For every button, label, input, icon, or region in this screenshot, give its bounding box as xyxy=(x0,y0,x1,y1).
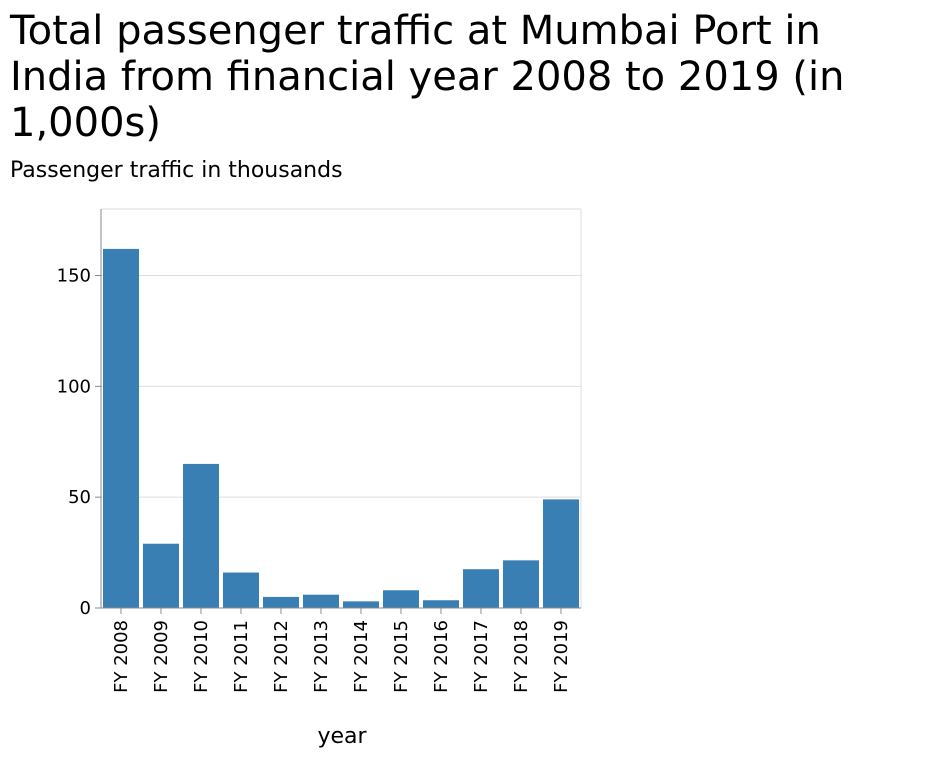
y-tick-label: 100 xyxy=(57,376,91,397)
bar xyxy=(303,594,339,608)
bar xyxy=(103,248,139,608)
axes xyxy=(95,209,581,614)
chart-title: Total passenger traffic at Mumbai Port i… xyxy=(10,8,845,146)
bar xyxy=(423,600,459,608)
bar xyxy=(143,543,179,608)
bar xyxy=(343,601,379,608)
bar xyxy=(263,596,299,608)
y-tick-label: 150 xyxy=(57,266,91,287)
x-tick-label: FY 2012 xyxy=(271,620,292,693)
y-tick-label: 0 xyxy=(80,598,91,619)
bar xyxy=(223,572,259,608)
x-tick-label: FY 2017 xyxy=(471,620,492,693)
x-tick-label: FY 2013 xyxy=(311,620,332,693)
y-tick-label: 50 xyxy=(68,487,91,508)
x-tick-labels: FY 2008 FY 2009 FY 2010 FY 2011 FY 2012 FY 20… xyxy=(111,620,572,693)
x-tick-label: FY 2019 xyxy=(551,620,572,693)
chart-subtitle: Passenger traffic in thousands xyxy=(10,158,343,183)
bar xyxy=(503,560,539,608)
x-tick-label: FY 2014 xyxy=(351,620,372,693)
x-tick-label: FY 2008 xyxy=(111,620,132,693)
bar xyxy=(383,590,419,608)
x-tick-label: FY 2015 xyxy=(391,620,412,693)
x-tick-label: FY 2018 xyxy=(511,620,532,693)
bar xyxy=(463,569,499,608)
x-axis-title: year xyxy=(317,724,367,749)
grid-lines xyxy=(101,208,582,608)
bars xyxy=(103,248,579,608)
bar xyxy=(543,499,579,608)
bar xyxy=(183,463,219,608)
x-tick-label: FY 2010 xyxy=(191,620,212,693)
x-tick-label: FY 2009 xyxy=(151,620,172,693)
y-tick-labels: 0 50 100 150 xyxy=(57,266,91,620)
x-tick-label: FY 2011 xyxy=(231,620,252,693)
x-tick-label: FY 2016 xyxy=(431,620,452,693)
